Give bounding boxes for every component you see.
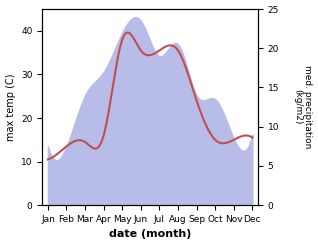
- X-axis label: date (month): date (month): [109, 230, 191, 239]
- Y-axis label: med. precipitation
(kg/m2): med. precipitation (kg/m2): [293, 65, 313, 149]
- Y-axis label: max temp (C): max temp (C): [5, 73, 16, 141]
